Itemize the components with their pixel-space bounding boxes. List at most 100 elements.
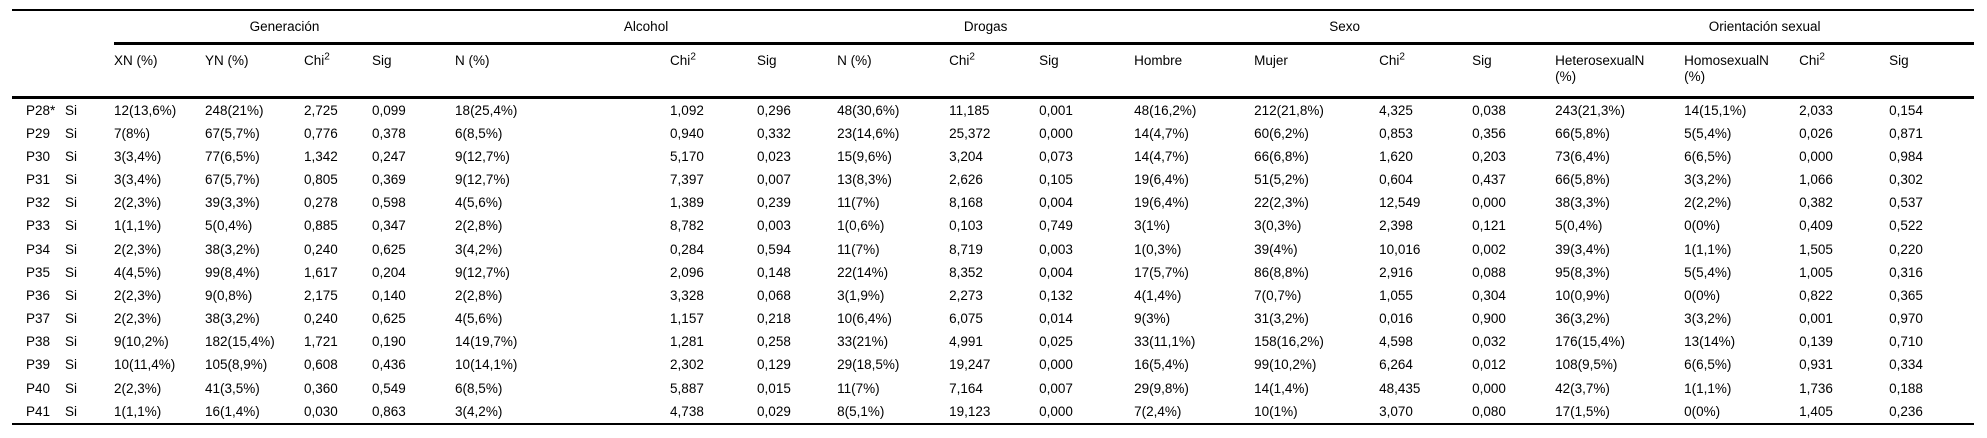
row-label: P35: [26, 264, 51, 280]
cell: 19(6,4%): [1134, 171, 1189, 187]
cell: 4,325: [1379, 102, 1413, 118]
cell: Si: [65, 125, 78, 141]
cell: 29(9,8%): [1134, 380, 1189, 396]
cell: 10(0,9%): [1555, 287, 1610, 303]
cell: 33(11,1%): [1134, 334, 1196, 350]
cell: 6,264: [1379, 357, 1413, 373]
column-header-row: XN (%) YN (%) Chi2 Sig N (%) Chi2 Sig N (%) Chi2…: [12, 43, 1975, 99]
table-body: P28* Si 12(13,6%) 248(21%) 2,725 0,099 18(25,4…: [12, 97, 1974, 424]
table-header: Generación Alcohol Drogas Sexo Orientación s…: [12, 10, 1975, 99]
col-header-sig: Sig: [1472, 43, 1556, 99]
cell: 1(0,3%): [1134, 241, 1182, 257]
cell: 0(0%): [1684, 218, 1721, 234]
cell: 33(21%): [837, 334, 889, 350]
group-header-alcohol: Alcohol: [455, 10, 838, 45]
cell: 6(6,5%): [1684, 357, 1732, 373]
row-label: P28*: [26, 102, 56, 118]
cell: 0,148: [757, 264, 791, 280]
cell: 10(14,1%): [455, 357, 518, 373]
cell: 0,334: [1889, 357, 1923, 373]
cell: 5,170: [670, 148, 704, 164]
cell: Si: [65, 148, 78, 164]
cell: 0,016: [1379, 311, 1413, 327]
cell: 1,342: [304, 148, 338, 164]
cell: 2(2,8%): [455, 218, 503, 234]
cell: 39(3,3%): [205, 195, 260, 211]
cell: 0,365: [1889, 287, 1923, 303]
cell: Si: [65, 264, 78, 280]
col-header-chi-2: Chi2: [1799, 43, 1890, 99]
cell: 2,302: [670, 357, 704, 373]
cell: 0,239: [757, 195, 791, 211]
row-label: P37: [26, 311, 51, 327]
cell: 0,625: [372, 311, 406, 327]
cell: 0,369: [372, 171, 406, 187]
cell: 0,604: [1379, 171, 1413, 187]
cell: 0,749: [1039, 218, 1073, 234]
row-label: P41: [26, 403, 51, 419]
cell: 4,991: [949, 334, 983, 350]
cell: 0,132: [1039, 287, 1073, 303]
table-row-p28: P28* Si 12(13,6%) 248(21%) 2,725 0,099 18(25,4…: [12, 97, 1974, 122]
cell: 0,853: [1379, 125, 1413, 141]
col-header-sig: Sig: [372, 43, 456, 99]
cell: 4(4,5%): [114, 264, 162, 280]
cell: 0,236: [1889, 403, 1923, 419]
cell: 67(5,7%): [205, 171, 260, 187]
cell: 6(8,5%): [455, 125, 503, 141]
cell: 3(1%): [1134, 218, 1171, 234]
cell: 25,372: [949, 125, 991, 141]
cell: 9(10,2%): [114, 334, 169, 350]
row-label: P36: [26, 287, 51, 303]
cell: Si: [65, 241, 78, 257]
cell: Si: [65, 102, 78, 118]
results-table: Generación Alcohol Drogas Sexo Orientación s…: [12, 9, 1975, 425]
cell: 176(15,4%): [1555, 334, 1625, 350]
row-label: P30: [26, 148, 51, 164]
cell: 0,347: [372, 218, 406, 234]
cell: 22(2,3%): [1254, 195, 1309, 211]
cell: 19,123: [949, 403, 991, 419]
cell: 0,409: [1799, 218, 1833, 234]
col-header-yn: YN (%): [205, 43, 304, 99]
cell: 0,970: [1889, 311, 1923, 327]
table-row-p38: P38 Si 9(10,2%) 182(15,4%) 1,721 0,190 14(19,7…: [12, 330, 1974, 353]
cell: 1,405: [1799, 403, 1833, 419]
cell: 10(11,4%): [114, 357, 176, 373]
cell: 0,247: [372, 148, 406, 164]
results-table-container: Generación Alcohol Drogas Sexo Orientación s…: [12, 9, 1975, 425]
cell: 0,625: [372, 241, 406, 257]
cell: 11(7%): [837, 195, 880, 211]
cell: 42(3,7%): [1555, 380, 1610, 396]
cell: 0,240: [304, 241, 338, 257]
row-label: P34: [26, 241, 51, 257]
cell: 4,598: [1379, 334, 1413, 350]
cell: 7(8%): [114, 125, 151, 141]
cell: 6(8,5%): [455, 380, 503, 396]
cell: 2(2,3%): [114, 380, 162, 396]
cell: 0,710: [1889, 334, 1923, 350]
cell: 2(2,3%): [114, 195, 162, 211]
cell: 7(2,4%): [1134, 403, 1182, 419]
cell: Si: [65, 195, 78, 211]
cell: 1,389: [670, 195, 704, 211]
cell: 0,382: [1799, 195, 1833, 211]
cell: 0,001: [1799, 311, 1833, 327]
cell: 11(7%): [837, 380, 880, 396]
cell: Si: [65, 334, 78, 350]
cell: 1,505: [1799, 241, 1833, 257]
cell: 0,105: [1039, 171, 1073, 187]
cell: 0,000: [1472, 380, 1506, 396]
cell: 0,549: [372, 380, 406, 396]
cell: 0,073: [1039, 148, 1073, 164]
cell: 7(0,7%): [1254, 287, 1302, 303]
cell: 4(1,4%): [1134, 287, 1182, 303]
cell: 13(14%): [1684, 334, 1736, 350]
cell: 38(3,2%): [205, 241, 260, 257]
cell: 19,247: [949, 357, 991, 373]
cell: 8,168: [949, 195, 983, 211]
group-header-spacer: [12, 10, 114, 43]
cell: 7,397: [670, 171, 704, 187]
cell: 0,360: [304, 380, 338, 396]
cell: 3(1,9%): [837, 287, 885, 303]
